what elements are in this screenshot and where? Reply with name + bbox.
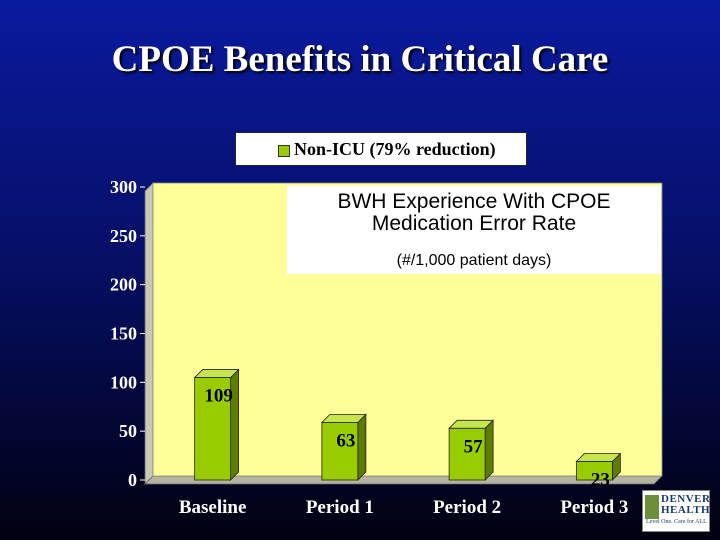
- x-category-label: Period 1: [306, 497, 374, 518]
- y-tick-label: 50: [119, 421, 137, 441]
- legend-swatch: [278, 145, 290, 157]
- chart-legend: Non-ICU (79% reduction): [235, 132, 527, 166]
- logo-text-line2: HEALTH: [661, 504, 711, 516]
- x-category-label: Period 3: [560, 497, 628, 518]
- logo-text-line1: DENVER: [661, 493, 711, 505]
- y-tick-label: 150: [110, 324, 137, 344]
- bar-side: [357, 413, 367, 481]
- bar: [448, 427, 486, 481]
- y-tick-label: 300: [110, 177, 137, 197]
- bar-top: [320, 414, 367, 423]
- y-tick-label: 250: [110, 226, 137, 246]
- bar: [321, 422, 359, 481]
- y-tick-label: 0: [128, 470, 137, 490]
- bar-value-label: 109: [204, 386, 233, 407]
- inset-title-line1: BWH Experience With CPOE: [337, 190, 611, 213]
- x-category-label: Baseline: [179, 497, 247, 518]
- plot-side-wall: [144, 182, 154, 485]
- chart-inset-box: BWH Experience With CPOE Medication Erro…: [287, 186, 661, 274]
- slide-title: CPOE Benefits in Critical Care: [111, 39, 609, 80]
- logo-mark-icon: [645, 495, 659, 519]
- denver-health-logo: DENVER HEALTH Level One. Care for ALL: [642, 490, 710, 532]
- bar-top: [193, 369, 240, 378]
- inset-units: (#/1,000 patient days): [396, 252, 552, 269]
- y-tick-label: 100: [110, 372, 137, 392]
- bar-top: [448, 419, 495, 429]
- bar: [575, 461, 613, 481]
- x-category-label: Period 2: [433, 497, 501, 518]
- bar-value-label: 23: [591, 470, 610, 491]
- bar: [194, 377, 232, 481]
- bar-side: [484, 419, 494, 481]
- bar-value-label: 63: [336, 430, 355, 451]
- y-tick-label: 200: [110, 275, 137, 295]
- bar-value-label: 57: [464, 436, 484, 457]
- inset-title-line2: Medication Error Rate: [371, 212, 577, 235]
- bar-top: [575, 453, 622, 462]
- logo-tagline: Level One. Care for ALL: [646, 519, 707, 525]
- legend-label: Non-ICU (79% reduction): [294, 139, 496, 159]
